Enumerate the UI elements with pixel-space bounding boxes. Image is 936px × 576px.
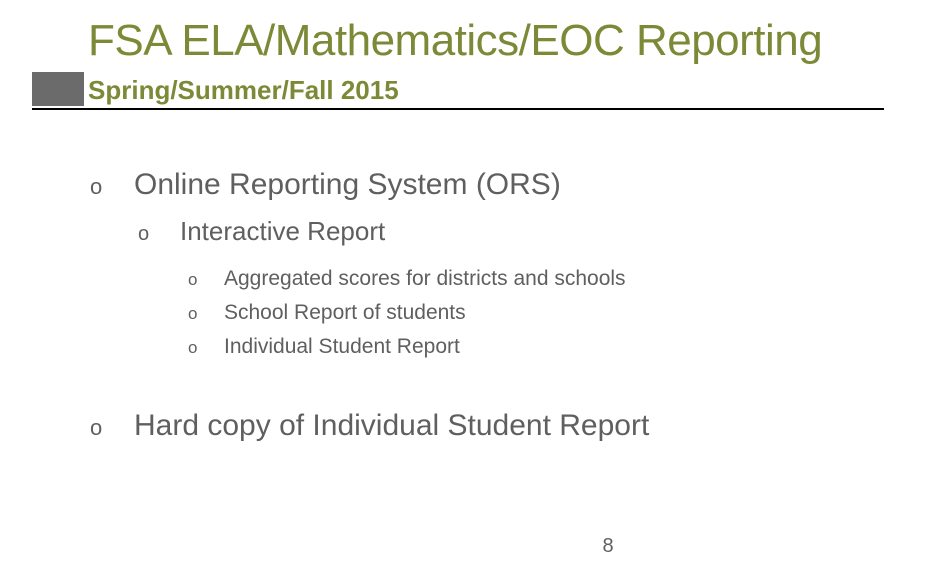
slide-subtitle: Spring/Summer/Fall 2015 [88, 75, 399, 106]
bullet-icon: o [188, 304, 224, 324]
title-underline [32, 108, 884, 110]
page-number: 8 [0, 535, 936, 558]
list-item-label: Online Reporting System (ORS) [134, 168, 878, 202]
list-item-label: School Report of students [224, 301, 878, 325]
content-area: o Online Reporting System (ORS) o Intera… [88, 168, 878, 457]
list-item-label: Individual Student Report [224, 335, 878, 359]
bullet-icon: o [88, 174, 134, 200]
list-item: o Individual Student Report [188, 335, 878, 359]
list-item: o Interactive Report [138, 216, 878, 247]
accent-square [32, 72, 84, 106]
list-item-label: Aggregated scores for districts and scho… [224, 267, 878, 291]
list-item-label: Interactive Report [180, 216, 878, 247]
slide-title: FSA ELA/Mathematics/EOC Reporting [88, 16, 822, 66]
bullet-icon: o [188, 338, 224, 358]
list-item: o Hard copy of Individual Student Report [88, 409, 878, 443]
bullet-icon: o [188, 270, 224, 290]
list-item: o Aggregated scores for districts and sc… [188, 267, 878, 291]
slide: FSA ELA/Mathematics/EOC Reporting Spring… [0, 0, 936, 576]
list-item: o Online Reporting System (ORS) [88, 168, 878, 202]
bullet-icon: o [88, 415, 134, 441]
list-item: o School Report of students [188, 301, 878, 325]
list-item-label: Hard copy of Individual Student Report [134, 409, 878, 443]
bullet-icon: o [138, 223, 180, 246]
